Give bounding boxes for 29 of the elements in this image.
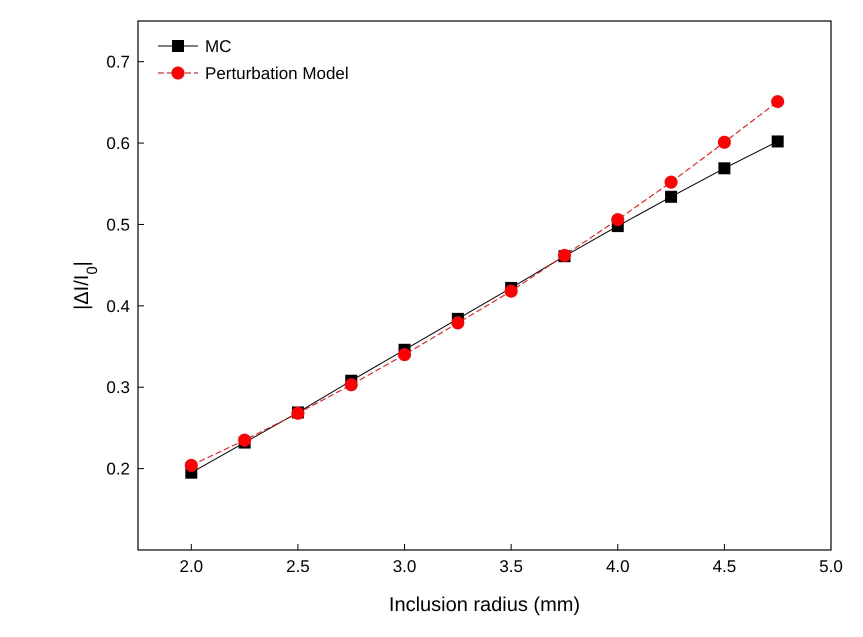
- point: [664, 176, 678, 189]
- y-tick-label: 0.2: [106, 460, 130, 479]
- y-tick-label: 0.5: [106, 215, 130, 234]
- point: [718, 162, 730, 174]
- point: [718, 136, 731, 149]
- point: [772, 135, 784, 148]
- y-tick-label: 0.7: [106, 52, 130, 72]
- x-tick-label: 4.0: [606, 557, 630, 576]
- point: [665, 190, 678, 203]
- x-tick-label: 3.5: [499, 557, 523, 576]
- x-axis-title: Inclusion radius (mm): [388, 594, 580, 616]
- y-tick-label: 0.6: [106, 134, 130, 154]
- x-tick-label: 2.5: [286, 557, 310, 576]
- x-tick-label: 3.0: [392, 557, 416, 576]
- legend-label: MC: [205, 37, 232, 56]
- point: [504, 284, 518, 298]
- point: [238, 434, 252, 447]
- y-tick-label: 0.4: [106, 296, 130, 316]
- point: [611, 213, 624, 226]
- legend-label: Perturbation Model: [205, 64, 349, 83]
- y-tick-label: 0.3: [106, 378, 130, 398]
- point: [344, 378, 358, 392]
- x-tick-label: 5.0: [819, 557, 843, 576]
- point: [398, 348, 412, 362]
- x-tick-label: 2.0: [179, 557, 204, 576]
- x-tick-label: 4.5: [712, 557, 736, 576]
- point: [451, 316, 464, 330]
- point: [771, 95, 784, 108]
- point: [184, 458, 198, 472]
